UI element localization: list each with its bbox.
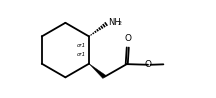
Text: or1: or1 [77,43,86,48]
Text: 2: 2 [117,21,121,26]
Text: NH: NH [108,18,121,27]
Text: O: O [125,34,132,43]
Text: O: O [145,60,152,69]
Polygon shape [89,64,106,78]
Text: or1: or1 [77,52,86,57]
